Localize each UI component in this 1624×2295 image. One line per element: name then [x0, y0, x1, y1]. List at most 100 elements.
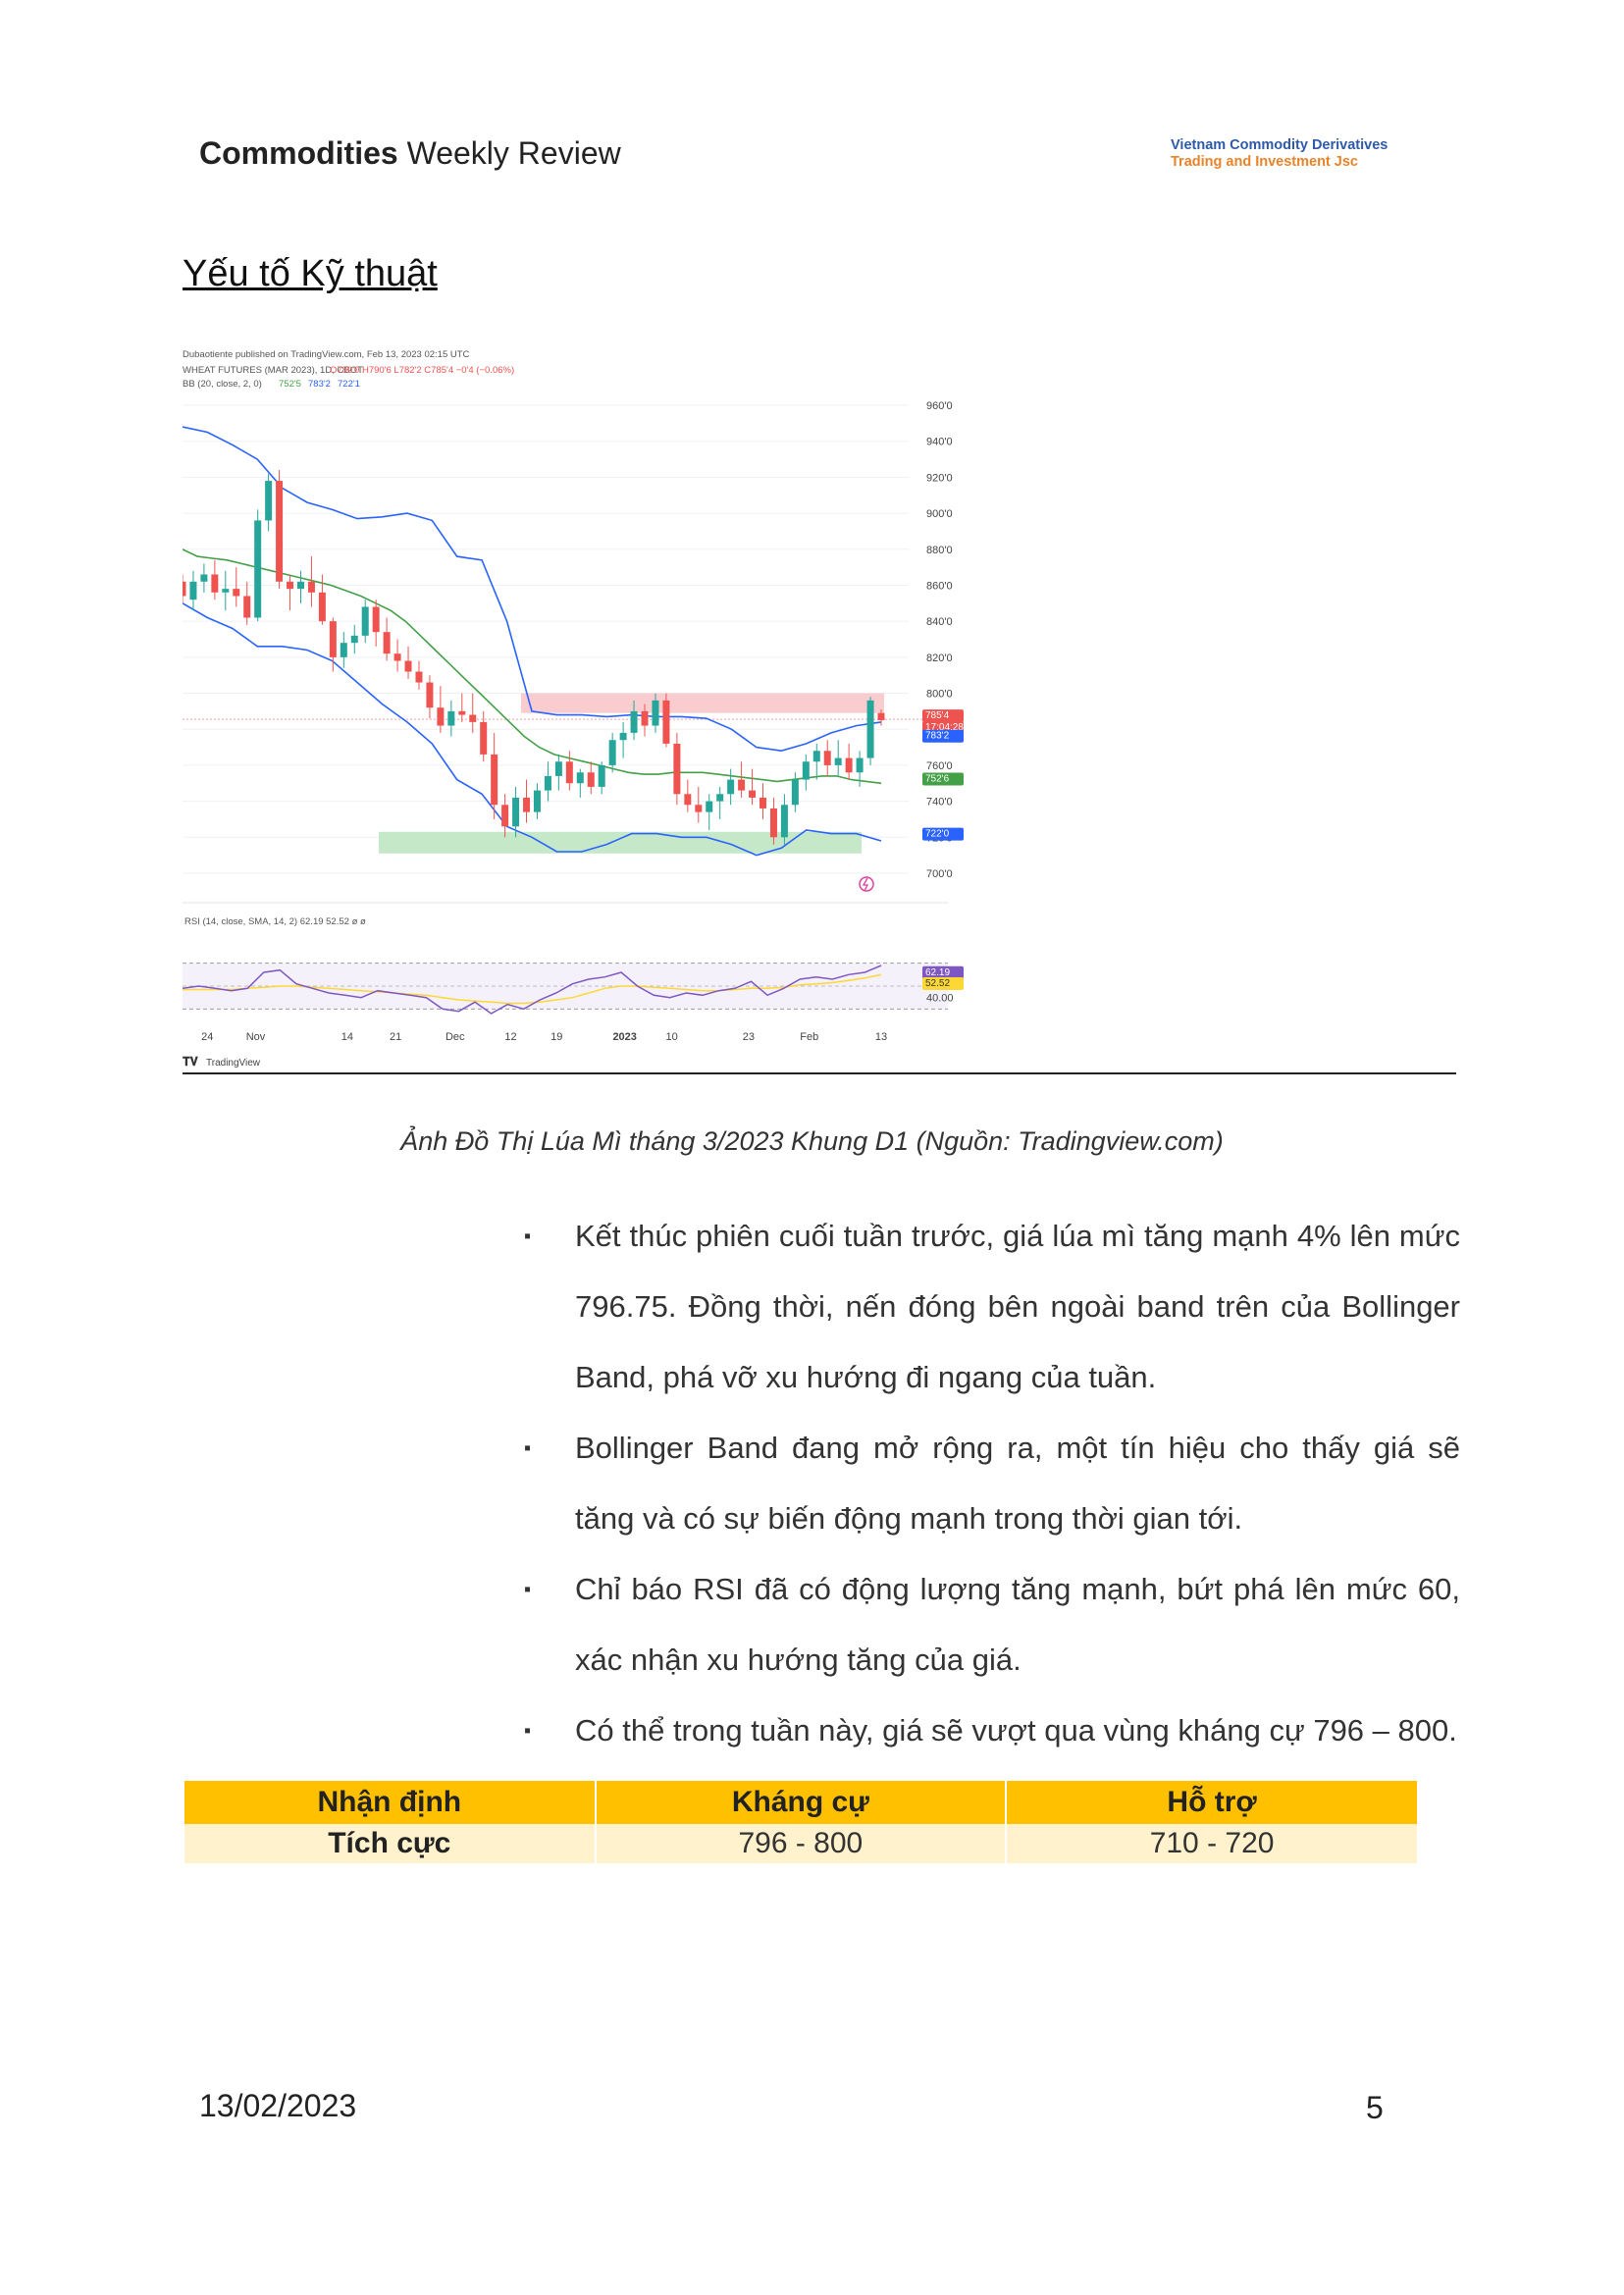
- cell-support: 710 - 720: [1006, 1824, 1419, 1863]
- bb-value: 783'2: [308, 379, 331, 390]
- x-tick-label: 14: [341, 1031, 353, 1043]
- candle-body: [769, 808, 777, 838]
- bb-upper-badge-bg: [922, 729, 964, 743]
- company-logo: Vietnam Commodity Derivatives Trading an…: [1171, 137, 1388, 171]
- candle-body: [845, 757, 853, 773]
- candle-body: [760, 797, 767, 808]
- candle-body: [233, 589, 240, 597]
- report-title: Commodities Weekly Review: [199, 135, 621, 172]
- candle-body: [200, 574, 208, 582]
- resistance-zone: [521, 693, 884, 713]
- candle-body: [243, 596, 251, 618]
- rsi-value-badge: 62.19: [925, 967, 950, 978]
- price-tick-label: 940'0: [926, 437, 953, 448]
- candle-body: [598, 764, 605, 787]
- candle-body: [361, 606, 369, 636]
- last-price-badge: 785'4: [925, 710, 950, 721]
- candle-body: [211, 574, 219, 593]
- bb-label: BB (20, close, 2, 0): [183, 379, 262, 390]
- bullet-item: ▪ Chỉ báo RSI đã có động lượng tăng mạnh,…: [520, 1554, 1460, 1695]
- x-tick-label: 19: [550, 1031, 562, 1043]
- candle-body: [491, 754, 498, 806]
- report-title-bold: Commodities: [199, 135, 398, 171]
- price-tick-label: 880'0: [926, 545, 953, 556]
- candle-body: [834, 757, 842, 765]
- candle-body: [437, 707, 445, 726]
- countdown-badge: 17:04:28: [925, 722, 964, 733]
- candle-body: [183, 581, 186, 597]
- x-tick-label: 24: [201, 1031, 213, 1043]
- price-tick-label: 920'0: [926, 472, 953, 484]
- logo-line-1: Vietnam Commodity Derivatives: [1171, 137, 1388, 153]
- candle-body: [727, 779, 735, 795]
- candle-body: [533, 790, 541, 812]
- bb-lower-badge-bg: [922, 827, 964, 841]
- candle-body: [630, 710, 638, 733]
- candle-body: [372, 606, 380, 633]
- candle-body: [706, 801, 713, 812]
- bb-lower-line: [183, 602, 882, 857]
- candle-body: [823, 751, 831, 765]
- candle-body: [329, 621, 337, 657]
- candle-body: [404, 660, 412, 672]
- bb-basis-badge: 752'6: [925, 773, 950, 784]
- candle-body: [393, 653, 401, 661]
- candle-body: [695, 805, 703, 812]
- candle-body: [608, 740, 616, 765]
- candle-body: [265, 481, 273, 521]
- candle-body: [812, 751, 820, 762]
- x-tick-label: Feb: [800, 1031, 818, 1043]
- candle-body: [501, 805, 509, 827]
- candle-body: [544, 775, 551, 791]
- x-tick-label: Nov: [246, 1031, 266, 1043]
- bullet-mark: ▪: [524, 1579, 532, 1600]
- x-tick-label: 12: [504, 1031, 516, 1043]
- candle-body: [716, 794, 724, 802]
- rsi-label: RSI (14, close, SMA, 14, 2) 62.19 52.52 …: [184, 916, 366, 927]
- x-tick-label: 13: [875, 1031, 887, 1043]
- price-tick-label: 740'0: [926, 797, 953, 808]
- candle-body: [276, 481, 284, 582]
- x-tick-label: 23: [743, 1031, 755, 1043]
- candle-body: [480, 721, 488, 755]
- bullet-mark: ▪: [524, 1226, 532, 1247]
- candle-body: [684, 794, 692, 806]
- summary-row: Tích cực 796 - 800 710 - 720: [184, 1824, 1419, 1863]
- candle-body: [222, 589, 230, 593]
- candle-body: [523, 797, 531, 812]
- footer-date: 13/02/2023: [199, 2088, 357, 2123]
- candle-body: [189, 581, 197, 600]
- candle-body: [802, 761, 810, 780]
- candle-body: [791, 779, 799, 806]
- candle-body: [383, 632, 391, 654]
- header-resistance: Kháng cự: [595, 1781, 1008, 1824]
- candle-body: [738, 779, 746, 791]
- alert-lightning-icon-bolt: [862, 877, 869, 892]
- bullet-text: Chỉ báo RSI đã có động lượng tăng mạnh, …: [575, 1572, 1460, 1677]
- price-tick-label: 860'0: [926, 580, 953, 592]
- bullet-mark: ▪: [524, 1437, 532, 1459]
- candle-body: [287, 581, 294, 590]
- candle-body: [447, 710, 455, 726]
- candle-body: [554, 761, 562, 776]
- candle-body: [641, 710, 649, 726]
- summary-table: Nhận định Kháng cự Hỗ trợ Tích cực 796 -…: [184, 1781, 1419, 1863]
- rsi-value-badge-bg: [922, 965, 964, 979]
- analysis-bullets: ▪ Kết thúc phiên cuối tuần trước, giá lúa…: [520, 1201, 1460, 1766]
- candle-body: [662, 700, 670, 744]
- x-tick-label: 10: [666, 1031, 678, 1043]
- chart-caption: Ảnh Đồ Thị Lúa Mì tháng 3/2023 Khung D1 …: [400, 1126, 1224, 1156]
- bb-lower-badge: 722'0: [925, 829, 950, 840]
- candle-body: [856, 757, 864, 773]
- candle-body: [619, 732, 627, 741]
- bb-value: 752'5: [279, 379, 301, 390]
- price-tick-label: 820'0: [926, 652, 953, 664]
- candle-body: [307, 581, 315, 593]
- logo-line-2: Trading and Investment Jsc: [1171, 154, 1358, 170]
- cell-outlook: Tích cực: [184, 1824, 597, 1863]
- candle-body: [415, 671, 423, 683]
- report-title-rest: Weekly Review: [397, 135, 621, 171]
- tradingview-watermark: TradingView: [206, 1058, 261, 1069]
- rsi-sma-badge-bg: [922, 977, 964, 991]
- wheat-chart-image: 960'0 940'0 920'0 900'0 880'0 860'0 840'0 820'0…: [183, 343, 1454, 1069]
